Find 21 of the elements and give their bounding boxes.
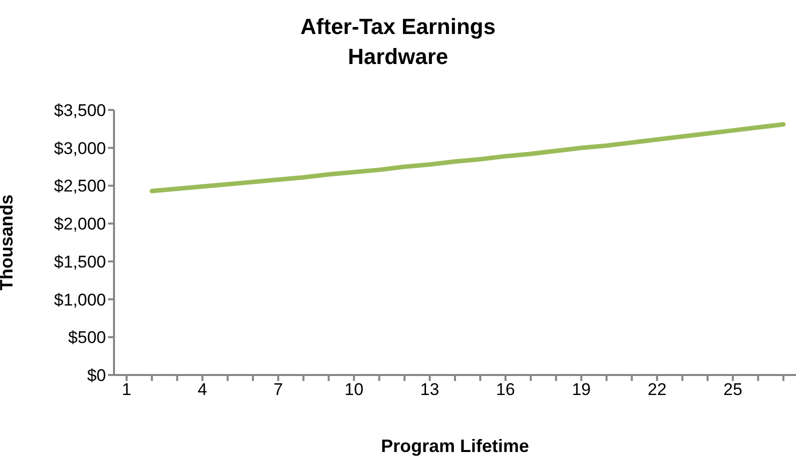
line-series	[150, 122, 786, 194]
y-tick-label: $3,000	[54, 138, 106, 158]
x-tick-label: 19	[572, 380, 591, 400]
x-axis-title: Program Lifetime	[380, 436, 530, 456]
chart-subtitle: Hardware	[346, 43, 450, 71]
x-tick-label: 10	[344, 380, 364, 400]
x-tick-label: 7	[273, 380, 283, 400]
y-tick-label: $500	[68, 328, 106, 348]
y-tick-label: $1,500	[54, 252, 106, 272]
y-tick-label: $1,000	[54, 290, 106, 310]
x-tick-label: 1	[122, 380, 132, 400]
y-tick-label: $3,500	[54, 101, 106, 120]
y-tick-label: $2,000	[54, 214, 106, 234]
x-tick-label: 22	[648, 380, 667, 400]
chart-title: After-Tax Earnings	[299, 13, 497, 41]
y-tick-label: $0	[87, 366, 106, 386]
x-tick-label: 25	[723, 380, 742, 400]
y-tick-label: $2,500	[54, 176, 106, 196]
x-tick-label: 13	[420, 380, 440, 400]
x-tick-label: 4	[198, 380, 208, 400]
x-tick-label: 16	[496, 380, 515, 400]
